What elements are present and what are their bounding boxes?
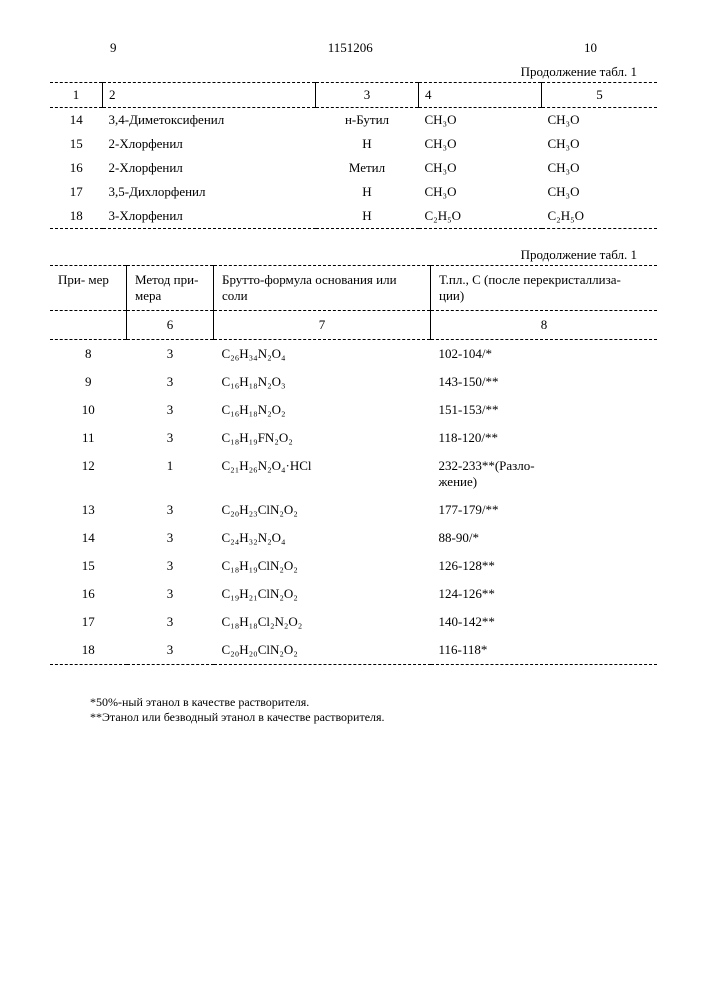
t2-ex: 16 (50, 580, 127, 608)
t2-h4: Т.пл., С (после перекристаллиза- ции) (431, 266, 658, 311)
t1-col2: 2-Хлорфенил (103, 156, 316, 180)
t1-h4: 4 (419, 83, 542, 108)
t2-formula: C₂₄H₃₂N₂O₄ (214, 524, 431, 552)
t2-method: 3 (127, 608, 214, 636)
page-center: 1151206 (328, 40, 373, 56)
t2-formula: C₂₀H₂₀ClN₂O₂ (214, 636, 431, 665)
t1-col3: H (316, 132, 419, 156)
t2-temp: 177-179/** (431, 496, 658, 524)
t2-ex: 14 (50, 524, 127, 552)
t2-ex: 13 (50, 496, 127, 524)
t1-col3: н-Бутил (316, 108, 419, 133)
t2-temp: 140-142** (431, 608, 658, 636)
t2-method: 3 (127, 636, 214, 665)
t1-h1: 1 (50, 83, 103, 108)
t2-method: 3 (127, 552, 214, 580)
t2-method: 3 (127, 340, 214, 369)
t2-method: 3 (127, 580, 214, 608)
table1: 1 2 3 4 5 143,4-Диметоксифенилн-БутилCH₃… (50, 82, 657, 229)
t2-formula: C₁₈H₁₉FN₂O₂ (214, 424, 431, 452)
t1-h2: 2 (103, 83, 316, 108)
footnotes: *50%-ный этанол в качестве растворителя.… (50, 695, 657, 725)
t2-formula: C₁₉H₂₁ClN₂O₂ (214, 580, 431, 608)
t1-col1: 16 (50, 156, 103, 180)
footnote-2: **Этанол или безводный этанол в качестве… (90, 710, 657, 725)
t2-formula: C₂₀H₂₃ClN₂O₂ (214, 496, 431, 524)
t1-col5: C₂H₅O (542, 204, 658, 229)
table1-caption: Продолжение табл. 1 (50, 64, 657, 80)
t1-col5: CH₃O (542, 108, 658, 133)
t2-method: 3 (127, 368, 214, 396)
t1-col1: 18 (50, 204, 103, 229)
t2-temp: 143-150/** (431, 368, 658, 396)
t1-col5: CH₃O (542, 180, 658, 204)
t2-ex: 11 (50, 424, 127, 452)
t2-temp: 151-153/** (431, 396, 658, 424)
t2-formula: C₂₁H₂₆N₂O₄·HCl (214, 452, 431, 496)
t1-h3: 3 (316, 83, 419, 108)
page-left: 9 (110, 40, 117, 56)
t2-ex: 12 (50, 452, 127, 496)
t2-hn7: 7 (214, 311, 431, 340)
t1-col1: 15 (50, 132, 103, 156)
t1-h5: 5 (542, 83, 658, 108)
t2-temp: 116-118* (431, 636, 658, 665)
t2-temp: 102-104/* (431, 340, 658, 369)
t2-ex: 9 (50, 368, 127, 396)
t2-formula: C₁₆H₁₈N₂O₃ (214, 368, 431, 396)
t1-col1: 17 (50, 180, 103, 204)
t2-method: 3 (127, 524, 214, 552)
t1-col3: H (316, 180, 419, 204)
t1-col4: CH₃O (419, 180, 542, 204)
t2-formula: C₁₈H₁₈Cl₂N₂O₂ (214, 608, 431, 636)
t2-formula: C₁₆H₁₈N₂O₂ (214, 396, 431, 424)
t2-method: 3 (127, 424, 214, 452)
t2-method: 3 (127, 496, 214, 524)
t1-col2: 2-Хлорфенил (103, 132, 316, 156)
t2-h2: Метод при- мера (127, 266, 214, 311)
t2-h3: Брутто-формула основания или соли (214, 266, 431, 311)
t2-method: 1 (127, 452, 214, 496)
t2-ex: 15 (50, 552, 127, 580)
t1-col4: CH₃O (419, 108, 542, 133)
page-header: 9 1151206 10 (50, 40, 657, 56)
t2-ex: 17 (50, 608, 127, 636)
footnote-1: *50%-ный этанол в качестве растворителя. (90, 695, 657, 710)
t2-ex: 18 (50, 636, 127, 665)
t1-col5: CH₃O (542, 156, 658, 180)
t2-formula: C₁₈H₁₉ClN₂O₂ (214, 552, 431, 580)
t2-hn8: 8 (431, 311, 658, 340)
t2-hn6: 6 (127, 311, 214, 340)
t2-temp: 118-120/** (431, 424, 658, 452)
t1-col5: CH₃O (542, 132, 658, 156)
t1-col4: CH₃O (419, 156, 542, 180)
table2: При- мер Метод при- мера Брутто-формула … (50, 265, 657, 677)
t2-temp: 126-128** (431, 552, 658, 580)
t1-col2: 3,4-Диметоксифенил (103, 108, 316, 133)
t2-temp: 88-90/* (431, 524, 658, 552)
t1-col2: 3,5-Дихлорфенил (103, 180, 316, 204)
t2-temp: 124-126** (431, 580, 658, 608)
t2-ex: 10 (50, 396, 127, 424)
t1-col4: C₂H₅O (419, 204, 542, 229)
t1-col4: CH₃O (419, 132, 542, 156)
t2-temp: 232-233**(Разло- жение) (431, 452, 658, 496)
table2-caption: Продолжение табл. 1 (50, 247, 657, 263)
t2-formula: C₂₆H₃₄N₂O₄ (214, 340, 431, 369)
t1-col2: 3-Хлорфенил (103, 204, 316, 229)
t2-h1: При- мер (50, 266, 127, 311)
t1-col3: Метил (316, 156, 419, 180)
t1-col1: 14 (50, 108, 103, 133)
t2-ex: 8 (50, 340, 127, 369)
page-right: 10 (584, 40, 597, 56)
t2-method: 3 (127, 396, 214, 424)
t1-col3: H (316, 204, 419, 229)
